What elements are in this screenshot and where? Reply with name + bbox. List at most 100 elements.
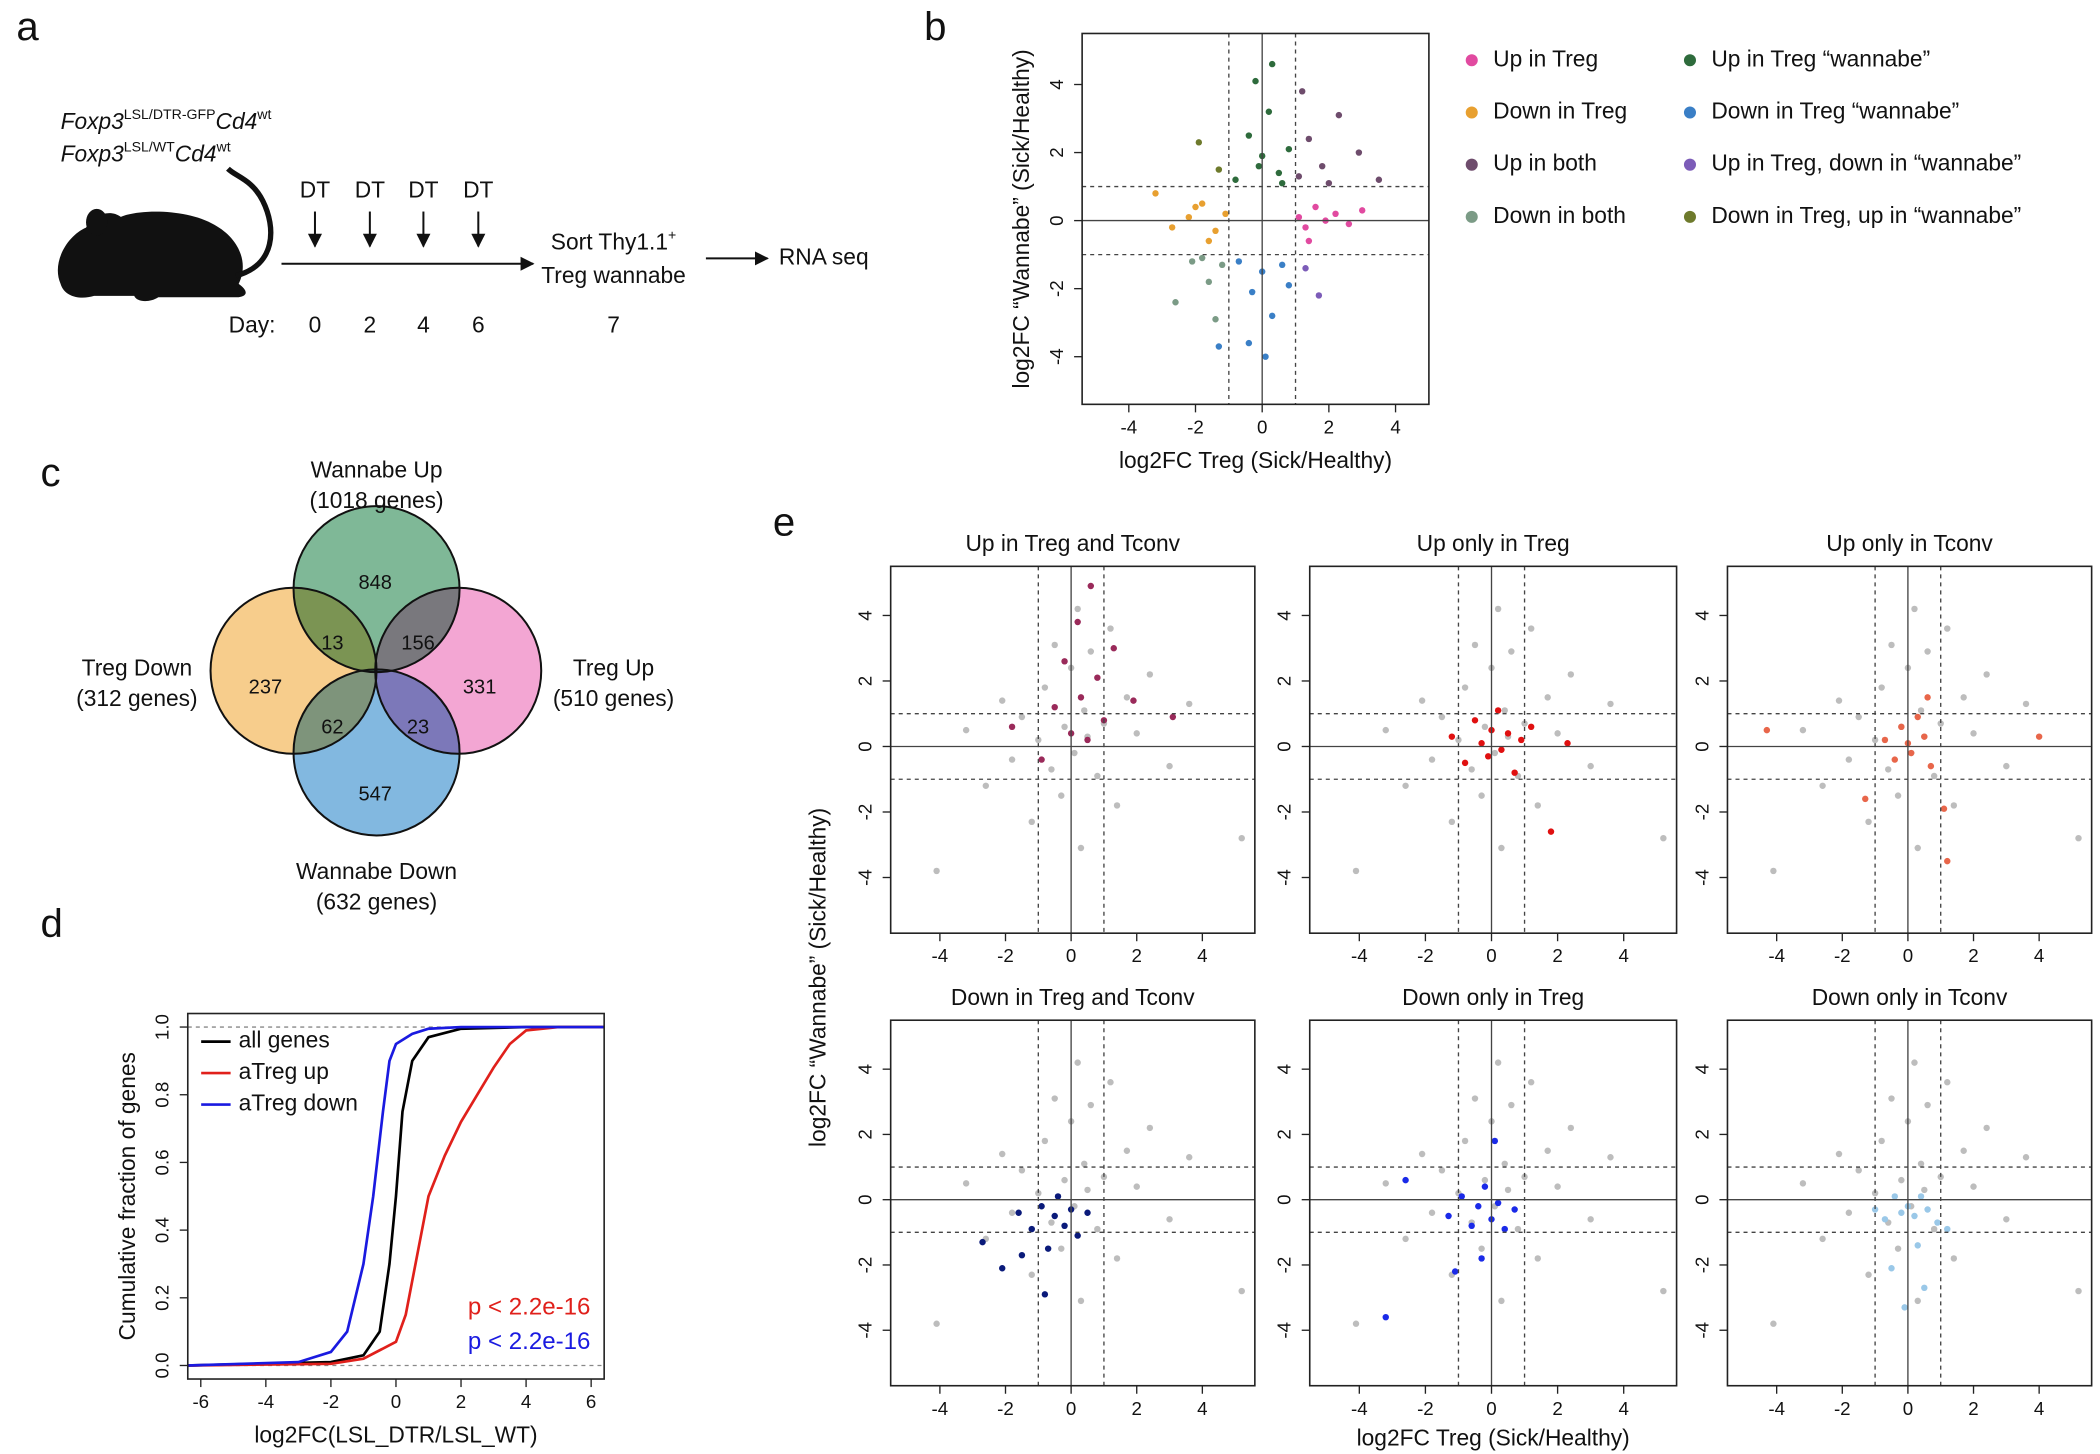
legend-swatch: [1465, 106, 1478, 119]
x-tick-label: 2: [1552, 1398, 1562, 1419]
x-tick-label: -4: [1768, 945, 1785, 966]
mouse-icon: [57, 166, 274, 302]
data-point: [1028, 1225, 1035, 1233]
data-point: [1660, 1287, 1667, 1295]
data-point: [1302, 224, 1309, 231]
data-point: [1894, 792, 1902, 799]
data-point: [1048, 766, 1055, 773]
y-tick-label: 2: [1691, 1129, 1712, 1139]
y-tick-label: 2: [1046, 147, 1067, 157]
data-point: [1518, 736, 1525, 744]
text-segment: Foxp3: [61, 108, 125, 134]
data-point: [1382, 1180, 1389, 1187]
data-point: [1888, 1095, 1895, 1102]
data-point: [1298, 88, 1306, 95]
data-point: [1275, 169, 1283, 177]
data-point: [2022, 1154, 2030, 1161]
data-point: [1763, 726, 1771, 734]
data-point: [1084, 1209, 1091, 1216]
data-point: [1862, 795, 1869, 803]
data-point: [1278, 261, 1286, 269]
data-point: [2075, 834, 2082, 842]
annotation: p < 2.2e-16: [468, 1293, 591, 1320]
data-point: [1195, 139, 1203, 146]
data-point: [1468, 766, 1475, 773]
data-point: [1166, 762, 1173, 770]
data-point: [1302, 265, 1309, 272]
data-point: [1914, 844, 1921, 852]
plot-title: Up only in Tconv: [1826, 530, 1993, 556]
set-size: (632 genes): [316, 889, 437, 915]
data-point: [1544, 1147, 1551, 1154]
y-tick-label: 0.0: [152, 1352, 173, 1378]
data-point: [1468, 1222, 1475, 1230]
data-point: [1894, 1245, 1902, 1252]
data-point: [1113, 1255, 1121, 1262]
data-point: [1382, 1313, 1389, 1321]
x-axis-label: log2FC Treg (Sick/Healthy): [1119, 447, 1392, 473]
data-point: [2003, 762, 2010, 770]
legend-label: Up in Treg: [1493, 45, 1598, 71]
data-point: [1960, 694, 1967, 701]
data-point: [1885, 766, 1892, 773]
data-point: [1940, 805, 1948, 812]
x-tick-label: 0: [1066, 945, 1076, 966]
x-tick-label: -2: [1834, 945, 1851, 966]
text-segment: LSL/WT: [124, 138, 175, 154]
data-point: [1015, 1209, 1022, 1216]
data-point: [1051, 1212, 1058, 1220]
treatment-label: DT: [463, 176, 493, 202]
data-point: [1438, 713, 1446, 721]
x-tick-label: 0: [1903, 1398, 1913, 1419]
data-point: [1018, 713, 1026, 721]
x-tick-label: 0: [1903, 945, 1913, 966]
line-chart: all genes aTreg up aTreg down -6 -4 -2 0 2 4 6 0.0…: [114, 1012, 605, 1448]
data-point: [1038, 756, 1045, 763]
data-point: [1212, 227, 1219, 235]
y-tick-label: -2: [1691, 804, 1712, 821]
y-tick-label: -4: [855, 869, 876, 886]
data-point: [1081, 707, 1088, 714]
data-point: [1898, 1209, 1905, 1216]
y-tick-label: 0.2: [152, 1285, 173, 1311]
data-point: [1451, 1268, 1459, 1275]
data-point: [1133, 1183, 1140, 1190]
data-point: [1265, 108, 1273, 115]
scatter-plot: -4 -2 0 2 4 -4 -2 0 2 4 Up only in Treg: [1274, 530, 1678, 966]
data-point: [1077, 694, 1085, 701]
venn-diagram: Wannabe Up (1018 genes) Treg Down (312 gene…: [76, 456, 674, 914]
x-tick-label: 4: [521, 1391, 531, 1412]
data-point: [1481, 1183, 1489, 1190]
day-value: 2: [364, 312, 377, 338]
x-tick-label: -4: [1768, 1398, 1785, 1419]
data-point: [1934, 1219, 1941, 1226]
data-point: [1478, 1245, 1485, 1252]
y-tick-label: 4: [1691, 1064, 1712, 1074]
data-point: [1077, 1297, 1085, 1305]
annotation: p < 2.2e-16: [468, 1328, 591, 1355]
shared-y-axis-label: log2FC “Wannabe” (Sick/Healthy): [805, 808, 831, 1147]
y-tick-label: -2: [855, 804, 876, 821]
y-tick-label: 2: [855, 676, 876, 686]
x-tick-label: 2: [1324, 416, 1334, 437]
data-point: [1107, 1079, 1114, 1086]
x-axis-label: log2FC(LSL_DTR/LSL_WT): [254, 1422, 537, 1448]
data-point: [1192, 203, 1199, 211]
text-segment: Cd4: [175, 140, 217, 166]
data-point: [1332, 210, 1339, 218]
x-tick-label: -2: [323, 1391, 340, 1412]
data-point: [1501, 1160, 1508, 1168]
data-point: [1504, 730, 1512, 737]
y-tick-label: -2: [1046, 280, 1067, 297]
data-point: [1534, 1255, 1541, 1262]
data-point: [1087, 648, 1095, 655]
set-size: (1018 genes): [310, 487, 444, 513]
text-segment: wt: [256, 106, 271, 122]
data-point: [1471, 641, 1479, 649]
data-point: [962, 726, 970, 734]
data-point: [1494, 1059, 1502, 1066]
data-point: [1084, 1186, 1091, 1194]
y-axis-label: Cumulative fraction of genes: [114, 1052, 140, 1340]
data-point: [1325, 179, 1333, 187]
